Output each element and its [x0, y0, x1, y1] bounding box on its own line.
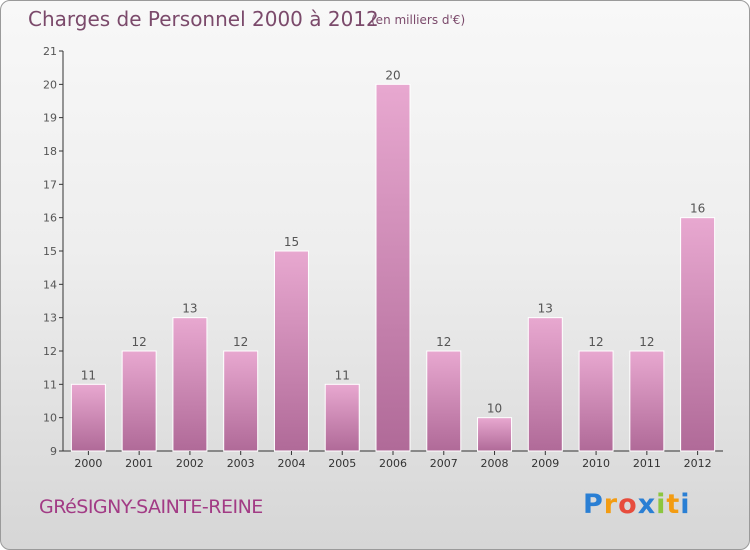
logo-letter: r: [603, 489, 619, 520]
y-tick-label: 19: [43, 112, 57, 125]
x-tick-label: 2006: [379, 457, 407, 470]
x-tick-label: 2009: [531, 457, 559, 470]
logo-letter: o: [618, 489, 638, 520]
x-tick-label: 2007: [430, 457, 458, 470]
y-tick-label: 12: [43, 345, 57, 358]
data-label: 11: [335, 368, 350, 382]
bar: [223, 350, 259, 452]
x-tick-label: 2000: [74, 457, 102, 470]
x-tick-label: 2001: [125, 457, 153, 470]
x-tick-label: 2012: [684, 457, 712, 470]
data-label: 12: [233, 335, 248, 349]
bar: [121, 350, 157, 452]
data-label: 12: [132, 335, 147, 349]
data-label: 11: [81, 368, 96, 382]
logo-letter: x: [637, 489, 657, 520]
data-label: 16: [690, 202, 705, 216]
y-tick-label: 18: [43, 145, 57, 158]
commune-name: GRéSIGNY-SAINTE-REINE: [39, 496, 263, 518]
x-tick-label: 2010: [582, 457, 610, 470]
bar: [273, 250, 309, 452]
logo-letter: t: [666, 489, 681, 520]
chart-subtitle: (en milliers d'€): [371, 13, 466, 27]
data-label: 13: [538, 302, 553, 316]
logo-letter: P: [583, 489, 604, 520]
bar: [324, 383, 360, 452]
y-tick-label: 20: [43, 78, 57, 91]
bar: [375, 83, 411, 452]
y-tick-label: 10: [43, 412, 57, 425]
y-tick-label: 11: [43, 378, 57, 391]
bar: [70, 383, 106, 452]
bar: [426, 350, 462, 452]
y-tick-label: 16: [43, 212, 57, 225]
bar: [527, 317, 563, 452]
bar: [578, 350, 614, 452]
y-tick-label: 14: [43, 278, 57, 291]
x-tick-label: 2005: [328, 457, 356, 470]
y-tick-label: 17: [43, 178, 57, 191]
proxiti-logo: Proxiti: [583, 489, 691, 520]
data-label: 15: [284, 235, 299, 249]
bar: [629, 350, 665, 452]
bar: [680, 217, 716, 452]
data-label: 13: [182, 302, 197, 316]
data-label: 12: [639, 335, 654, 349]
y-tick-label: 15: [43, 245, 57, 258]
chart-title: Charges de Personnel 2000 à 2012: [28, 7, 379, 31]
y-tick-label: 13: [43, 312, 57, 325]
bar: [477, 417, 513, 452]
x-tick-label: 2004: [277, 457, 305, 470]
data-label: 12: [588, 335, 603, 349]
x-tick-label: 2008: [481, 457, 509, 470]
data-label: 12: [436, 335, 451, 349]
y-tick-label: 21: [43, 45, 57, 58]
x-tick-label: 2011: [633, 457, 661, 470]
data-label: 10: [487, 402, 502, 416]
x-tick-label: 2003: [227, 457, 255, 470]
logo-letter: i: [680, 489, 691, 520]
data-label: 20: [385, 68, 400, 82]
logo-letter: i: [656, 489, 667, 520]
y-tick-label: 9: [50, 445, 57, 458]
x-tick-label: 2002: [176, 457, 204, 470]
bar: [172, 317, 208, 452]
